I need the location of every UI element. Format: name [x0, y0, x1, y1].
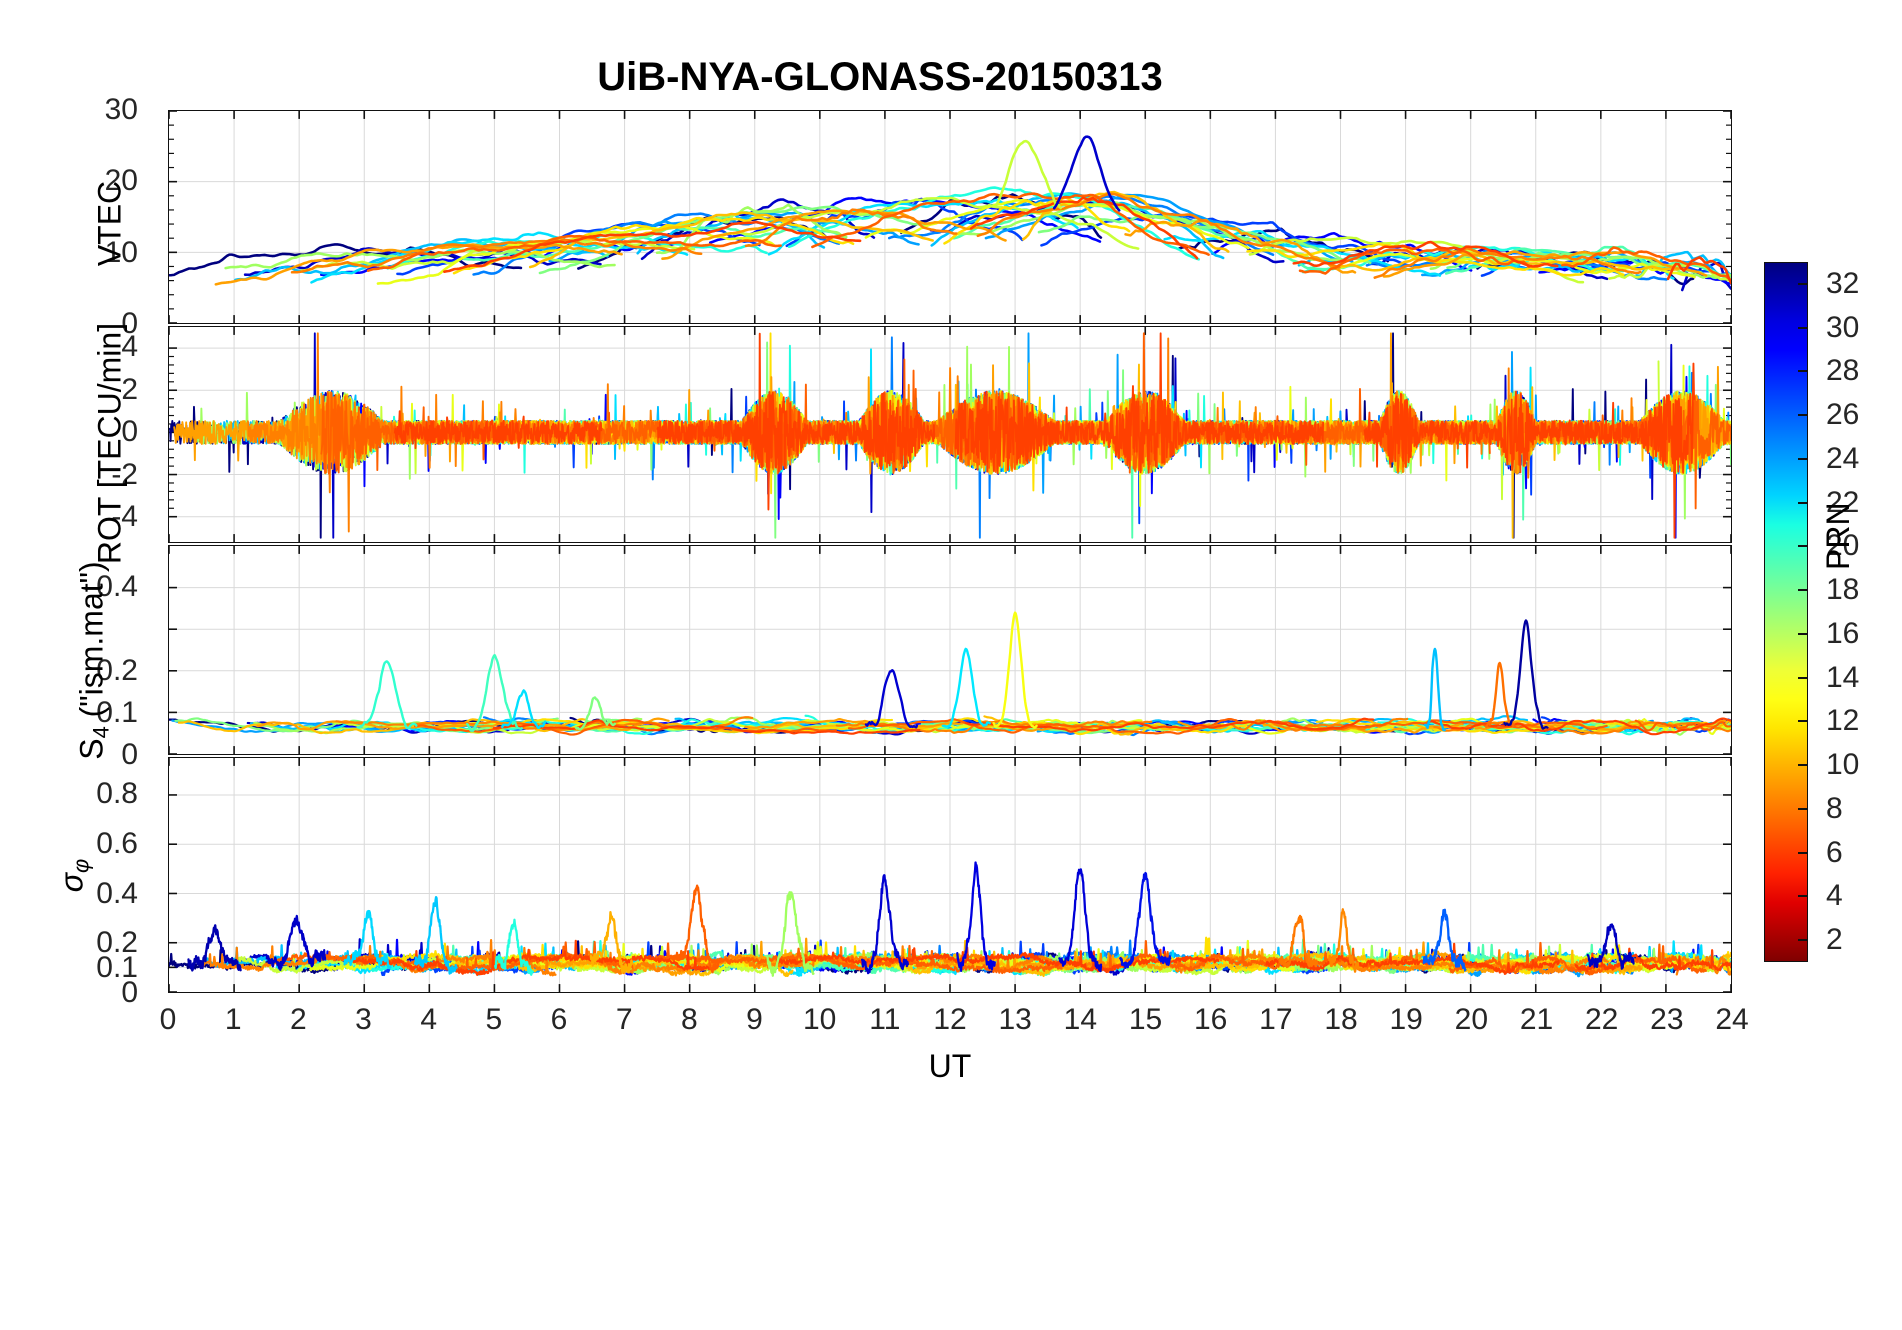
- colorbar-label: PRN: [1820, 502, 1856, 570]
- xtick-7: 7: [615, 1003, 633, 1036]
- ytick-s4-0.1: 0.1: [96, 696, 138, 729]
- xtick-20: 20: [1454, 1003, 1489, 1036]
- ytick-s4-0.4: 0.4: [96, 570, 138, 603]
- panel-rot: [168, 326, 1732, 543]
- colorbar-tick-8: 8: [1826, 791, 1843, 825]
- colorbar-tickmark: [1798, 457, 1808, 460]
- ytick-rot--4: -4: [111, 500, 138, 534]
- xlabel-ut: UT: [928, 1048, 972, 1084]
- colorbar-tick-20: 20: [1826, 529, 1860, 563]
- colorbar-tickmark: [1798, 326, 1808, 329]
- colorbar-tickmark: [1798, 939, 1808, 942]
- ytick-vtec-20: 20: [104, 164, 138, 198]
- colorbar-tickmark: [1798, 764, 1808, 767]
- panel-vtec: [168, 110, 1732, 324]
- ytick-vtec-0: 0: [121, 307, 138, 340]
- xtick-17: 17: [1259, 1003, 1293, 1036]
- ytick-sigma_phi-0.2: 0.2: [96, 926, 138, 960]
- plot-area-rot: [169, 327, 1731, 542]
- colorbar-tick-12: 12: [1826, 704, 1860, 738]
- xtick-11: 11: [869, 1003, 901, 1036]
- xtick-22: 22: [1584, 1003, 1619, 1036]
- plot-area-sigma-phi: [169, 758, 1731, 992]
- colorbar-tick-6: 6: [1826, 835, 1843, 869]
- colorbar-tick-22: 22: [1826, 485, 1860, 519]
- ytick-s4-0.2: 0.2: [96, 654, 138, 687]
- ytick-rot-4: 4: [121, 330, 138, 364]
- ytick-rot--2: -2: [111, 457, 138, 491]
- colorbar-tickmark: [1798, 589, 1808, 592]
- colorbar-tick-16: 16: [1826, 616, 1860, 650]
- colorbar-tick-32: 32: [1826, 266, 1860, 300]
- xtick-14: 14: [1063, 1003, 1098, 1036]
- ytick-sigma_phi-0.8: 0.8: [96, 777, 138, 811]
- xtick-0: 0: [159, 1003, 177, 1036]
- colorbar-tick-18: 18: [1826, 573, 1860, 607]
- colorbar-tickmark: [1798, 720, 1808, 723]
- colorbar-tick-26: 26: [1826, 398, 1860, 432]
- xtick-24: 24: [1715, 1003, 1749, 1036]
- xtick-15: 15: [1128, 1003, 1163, 1036]
- xtick-6: 6: [550, 1003, 568, 1036]
- xtick-10: 10: [802, 1003, 837, 1036]
- colorbar-tickmark: [1798, 501, 1808, 504]
- xtick-3: 3: [355, 1003, 372, 1036]
- panel-s4: [168, 545, 1732, 755]
- xtick-8: 8: [680, 1003, 698, 1036]
- ytick-sigma_phi-0: 0: [121, 976, 138, 1009]
- xtick-4: 4: [420, 1003, 437, 1036]
- xtick-12: 12: [933, 1003, 967, 1036]
- ytick-vtec-10: 10: [104, 235, 138, 269]
- colorbar-tickmark: [1798, 414, 1808, 417]
- colorbar-tick-24: 24: [1826, 441, 1860, 475]
- xtick-1: 1: [224, 1003, 242, 1036]
- xtick-2: 2: [289, 1003, 307, 1036]
- colorbar-tick-4: 4: [1826, 879, 1843, 913]
- colorbar-tick-28: 28: [1826, 354, 1860, 388]
- panel-sigma-phi: [168, 757, 1732, 993]
- colorbar-tickmark: [1798, 676, 1808, 679]
- colorbar-prn[interactable]: [1764, 262, 1808, 962]
- ylabel-sigma-phi: σφ: [53, 858, 94, 893]
- xtick-9: 9: [746, 1003, 763, 1036]
- colorbar-tickmark: [1798, 851, 1808, 854]
- colorbar-tick-10: 10: [1826, 748, 1860, 782]
- figure-title: UiB-NYA-GLONASS-20150313: [597, 55, 1163, 99]
- colorbar-tickmark: [1798, 370, 1808, 373]
- xtick-18: 18: [1324, 1003, 1358, 1036]
- colorbar-tick-2: 2: [1826, 923, 1843, 957]
- colorbar-tickmark: [1798, 632, 1808, 635]
- ytick-sigma_phi-0.6: 0.6: [96, 826, 138, 860]
- colorbar-tickmark: [1798, 282, 1808, 285]
- colorbar-tickmark: [1798, 545, 1808, 548]
- xtick-19: 19: [1389, 1003, 1423, 1036]
- ytick-sigma_phi-0.4: 0.4: [96, 876, 138, 910]
- ytick-vtec-30: 30: [104, 93, 138, 126]
- colorbar-tick-14: 14: [1826, 660, 1860, 694]
- colorbar-tickmark: [1798, 895, 1808, 898]
- xtick-13: 13: [998, 1003, 1032, 1036]
- ytick-s4-0: 0: [121, 738, 138, 771]
- xtick-23: 23: [1650, 1003, 1684, 1036]
- ytick-rot-2: 2: [121, 372, 138, 406]
- xtick-16: 16: [1193, 1003, 1228, 1036]
- colorbar-tick-30: 30: [1826, 310, 1860, 344]
- xtick-5: 5: [485, 1003, 503, 1036]
- plot-area-vtec: [169, 111, 1731, 323]
- colorbar-gradient: [1765, 263, 1807, 961]
- xtick-21: 21: [1519, 1003, 1554, 1036]
- ytick-sigma_phi-0.1: 0.1: [96, 951, 138, 985]
- plot-area-s4: [169, 546, 1731, 754]
- ytick-rot-0: 0: [121, 415, 138, 449]
- colorbar-tickmark: [1798, 807, 1808, 810]
